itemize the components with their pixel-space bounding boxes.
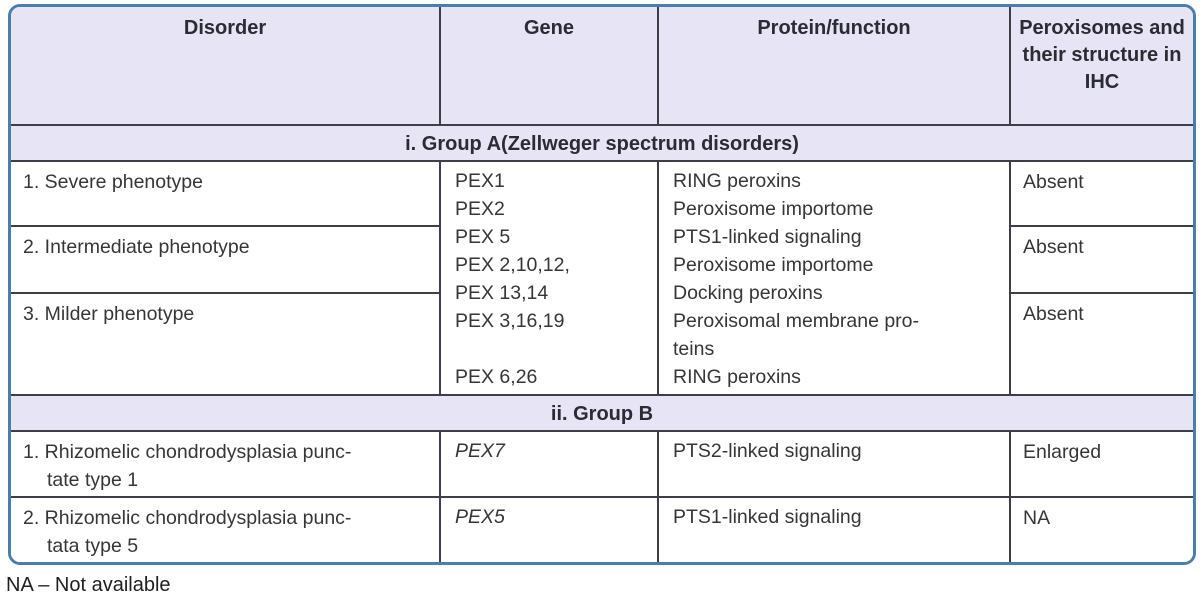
group-b-header-row: ii. Group B [11,394,1193,432]
cell-ihc-enlarged: Enlarged [1009,430,1193,498]
cell-disorder-intermediate-phenotype: 2. Intermediate phenotype [11,225,441,294]
cell-ihc-milder: Absent [1009,292,1193,396]
group-a-header: i. Group A(Zellweger spectrum disorders) [11,124,1193,162]
group-b-header: ii. Group B [11,394,1193,432]
table-row: 1. Rhizomelic chondrodysplasia punc-tate… [11,430,1193,498]
cell-disorder-milder-phenotype: 3. Milder phenotype [11,292,441,396]
column-header-peroxisomes-ihc: Peroxisomes and their structure in IHC [1009,7,1193,126]
table-row: 2. Rhizomelic chondrodysplasia punc-tata… [11,496,1193,562]
cell-ihc-intermediate: Absent [1009,225,1193,294]
cell-protein-pts1: PTS1-linked signaling [657,496,1011,562]
column-header-disorder: Disorder [11,7,441,126]
peroxisomal-disorders-table: Disorder Gene Protein/function Peroxisom… [8,4,1196,565]
cell-gene-pex5: PEX5 [439,496,659,562]
footnote-na-not-available: NA – Not available [6,574,171,596]
cell-ihc-severe: Absent [1009,160,1193,227]
cell-gene-pex7: PEX7 [439,430,659,498]
cell-disorder-rcdp-type5: 2. Rhizomelic chondrodysplasia punc-tata… [11,496,441,562]
column-header-gene: Gene [439,7,659,126]
cell-protein-group-a: RING peroxins Peroxisome importome PTS1-li… [657,160,1011,396]
table-row: 3. Milder phenotype Absent [11,292,1193,396]
group-a-header-row: i. Group A(Zellweger spectrum disorders) [11,124,1193,162]
table-row: 2. Intermediate phenotype Absent [11,225,1193,294]
cell-disorder-rcdp-type1: 1. Rhizomelic chondrodysplasia punc-tate… [11,430,441,498]
cell-ihc-na: NA [1009,496,1193,562]
cell-gene-group-a: PEX1 PEX2 PEX 5 PEX 2,10,12, PEX 13,14 PEX 3,… [439,160,659,396]
table-row: 1. Severe phenotype PEX1 PEX2 PEX 5 PEX 2,1… [11,160,1193,396]
cell-disorder-severe-phenotype: 1. Severe phenotype [11,160,441,227]
column-header-protein-function: Protein/function [657,7,1011,126]
table-header-row: Disorder Gene Protein/function Peroxisom… [11,7,1193,126]
disorders-table: Disorder Gene Protein/function Peroxisom… [11,7,1193,562]
cell-protein-pts2: PTS2-linked signaling [657,430,1011,498]
